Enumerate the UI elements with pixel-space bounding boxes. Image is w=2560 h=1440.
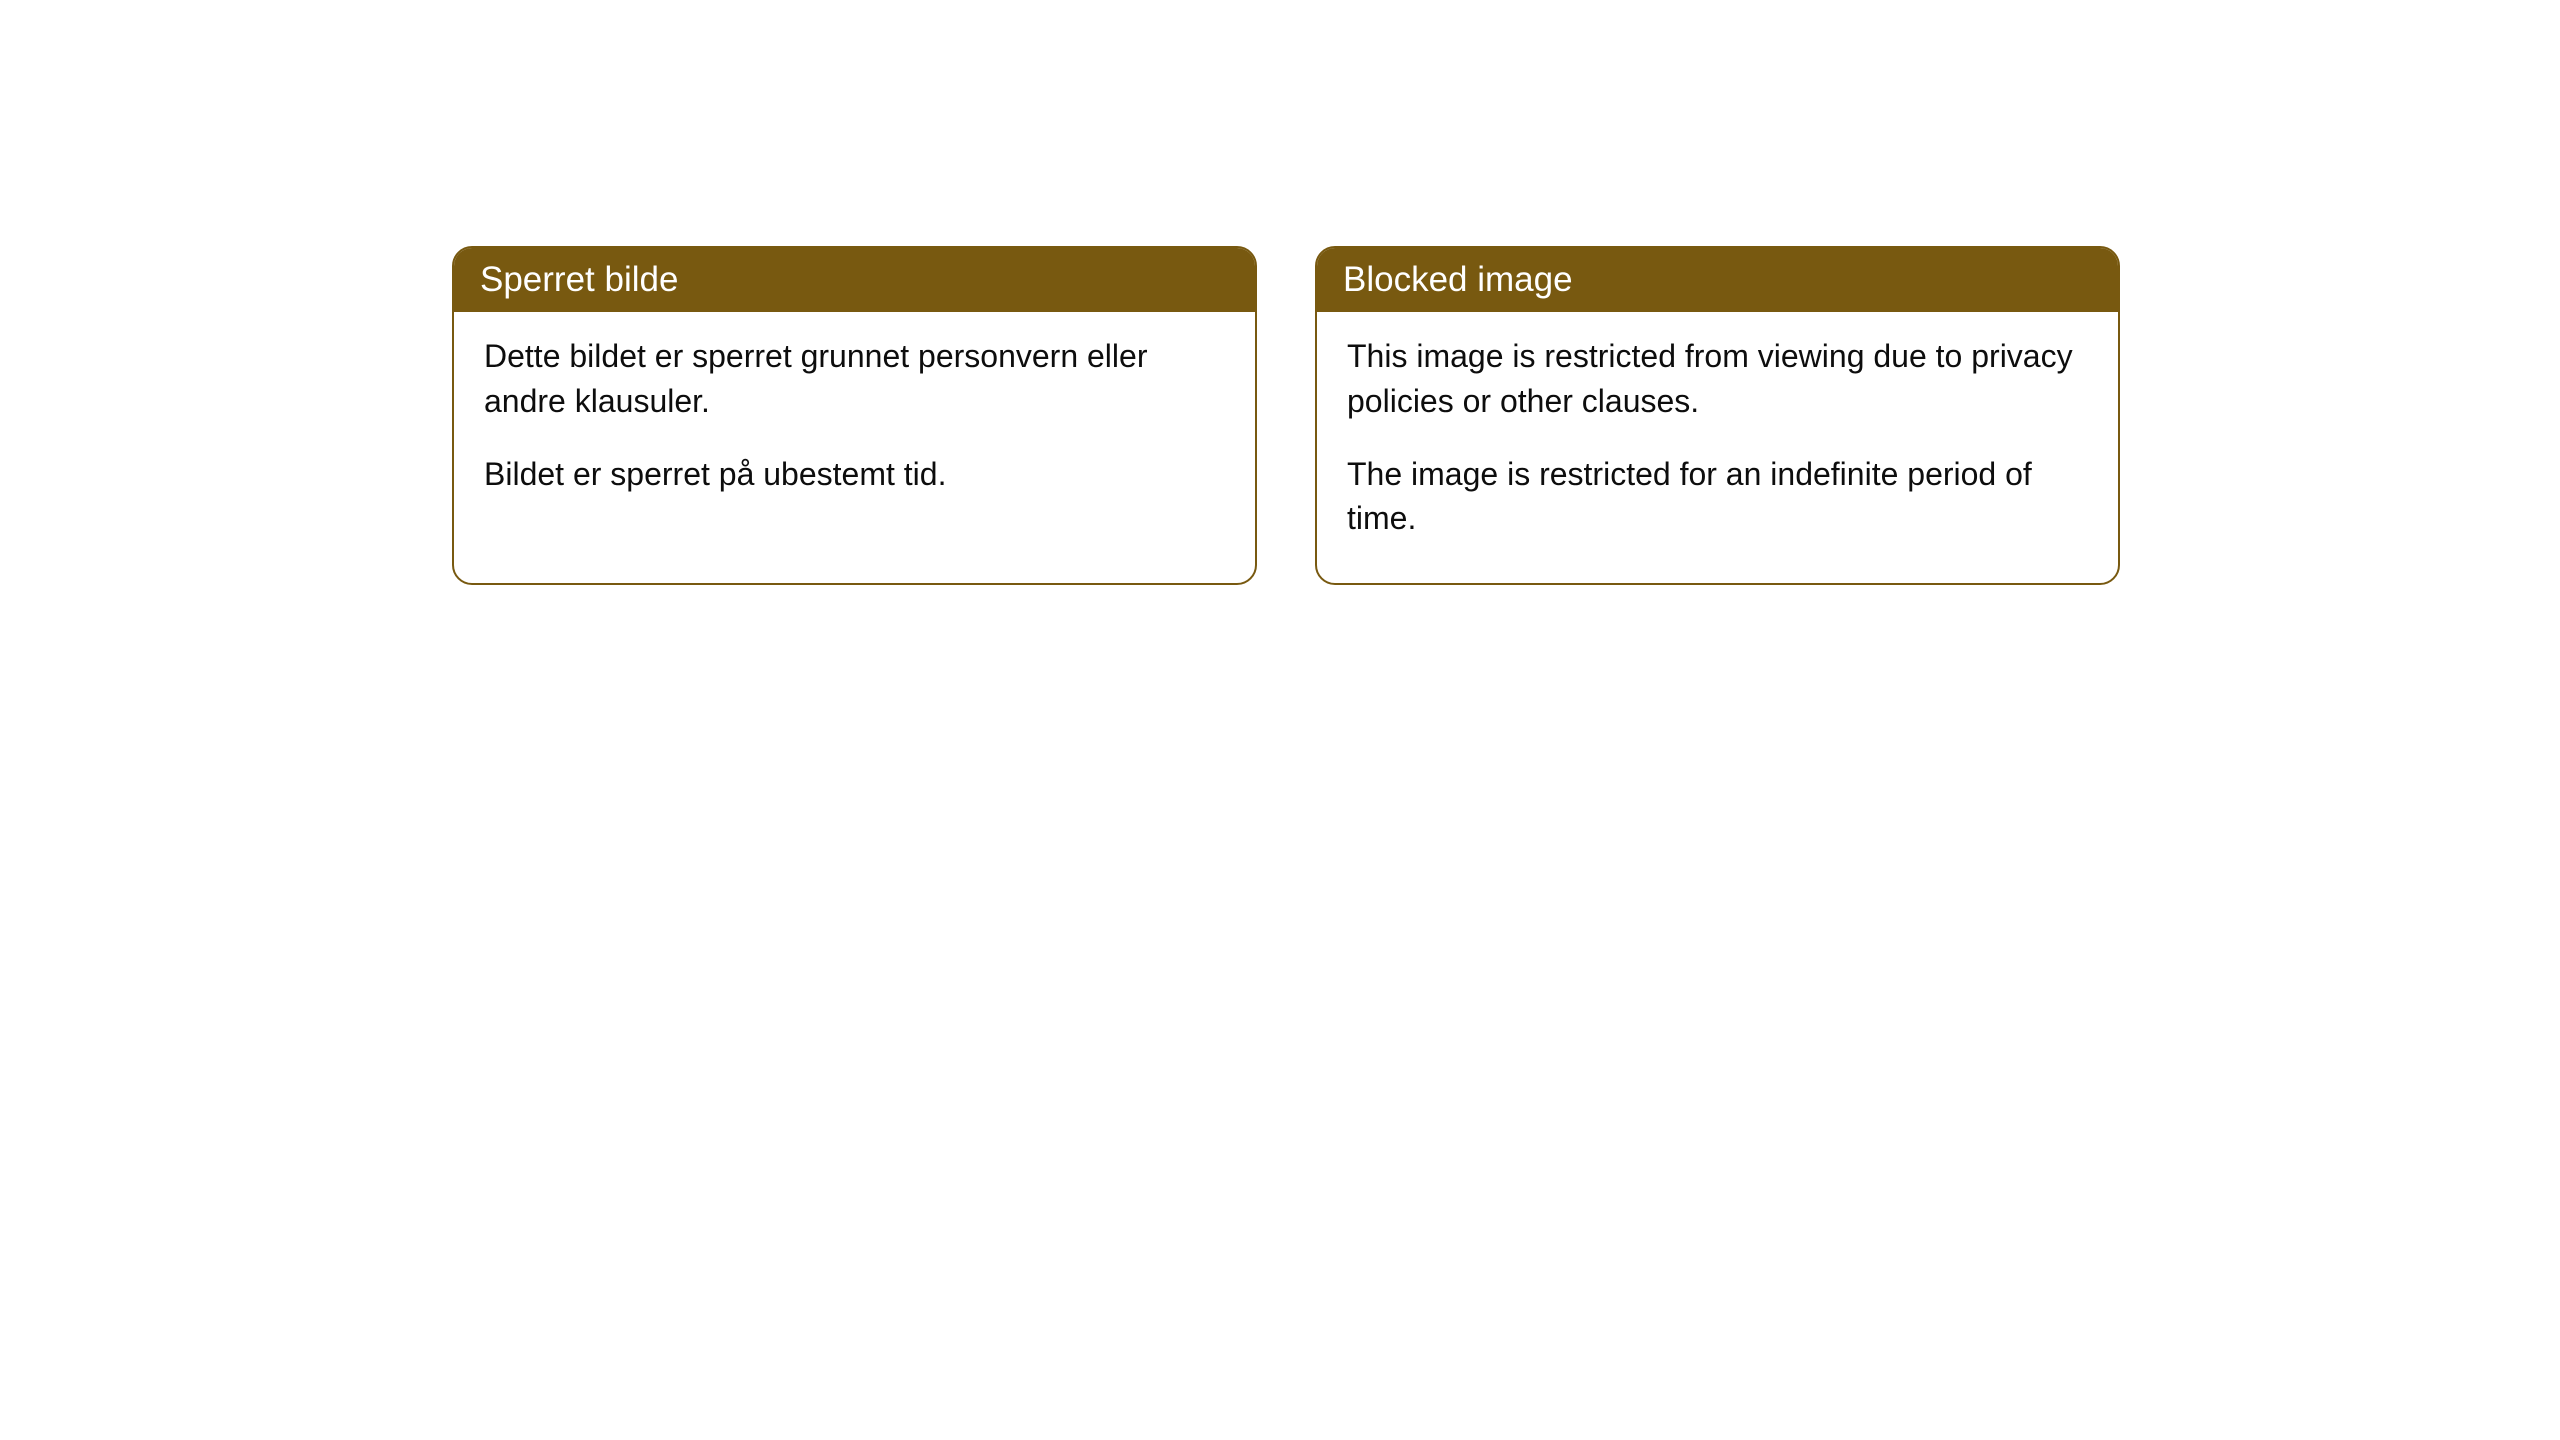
card-paragraph: This image is restricted from viewing du… <box>1347 334 2088 424</box>
notice-card-norwegian: Sperret bilde Dette bildet er sperret gr… <box>452 246 1257 585</box>
card-body: This image is restricted from viewing du… <box>1317 312 2118 583</box>
notice-card-english: Blocked image This image is restricted f… <box>1315 246 2120 585</box>
card-header: Sperret bilde <box>454 248 1255 312</box>
notice-cards-container: Sperret bilde Dette bildet er sperret gr… <box>452 246 2120 585</box>
card-body: Dette bildet er sperret grunnet personve… <box>454 312 1255 538</box>
card-paragraph: The image is restricted for an indefinit… <box>1347 452 2088 542</box>
card-header: Blocked image <box>1317 248 2118 312</box>
card-paragraph: Dette bildet er sperret grunnet personve… <box>484 334 1225 424</box>
card-paragraph: Bildet er sperret på ubestemt tid. <box>484 452 1225 497</box>
card-title: Blocked image <box>1343 260 1573 299</box>
card-title: Sperret bilde <box>480 260 678 299</box>
